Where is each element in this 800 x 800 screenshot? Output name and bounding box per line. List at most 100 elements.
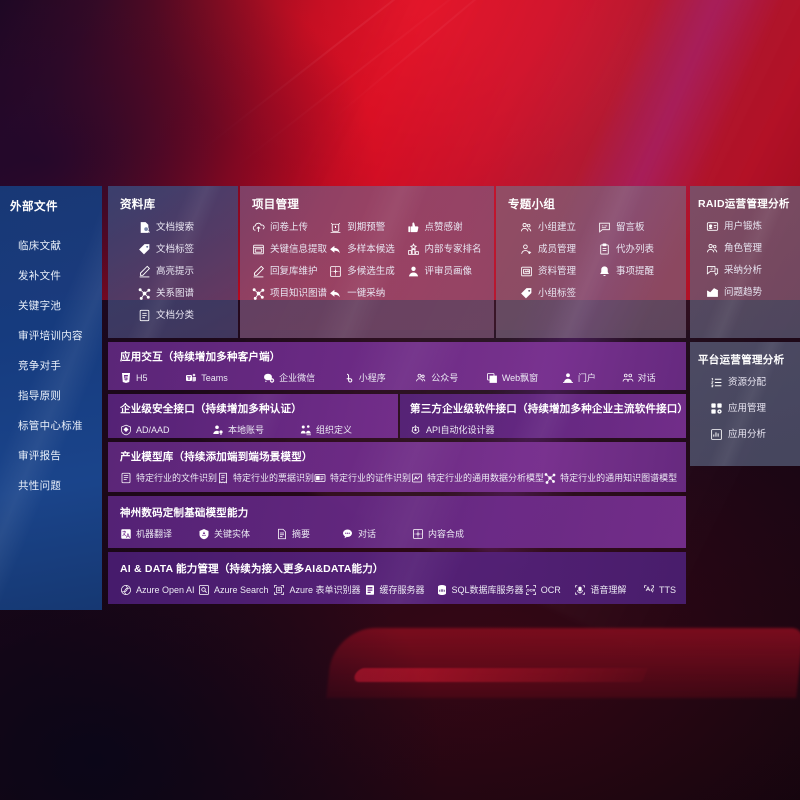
sidebar-item-review-report[interactable]: 审评报告: [18, 449, 62, 462]
digital-label: 摘要: [292, 529, 311, 539]
project-label: 多候选生成: [347, 265, 395, 277]
digital-item-content-synthesis[interactable]: 内容合成: [412, 527, 464, 540]
project-item-questionnaire-upload[interactable]: 问卷上传: [252, 221, 329, 234]
project-item-knowledge-graph[interactable]: 项目知识图谱: [252, 287, 329, 300]
row-title-application-interaction: 应用交互（持续增加多种客户端）: [120, 351, 281, 363]
aidata-item-voice-understanding[interactable]: 语音理解: [574, 583, 643, 596]
data-chart-icon: [411, 472, 423, 484]
library-label: 文档分类: [156, 309, 195, 321]
cloud-upload-icon: [252, 221, 265, 234]
project-item-key-extract[interactable]: 关键信息提取: [252, 243, 329, 256]
project-item-reply-library[interactable]: 回复库维护: [252, 265, 329, 278]
group-item-member-manage[interactable]: 成员管理: [520, 243, 598, 256]
aidata-item-tts[interactable]: TTS: [643, 584, 676, 596]
user-card-icon: [706, 220, 719, 233]
industry-item-knowledge-graph-model[interactable]: 特定行业的通用知识图谱模型: [544, 471, 677, 484]
project-item-expert-rank[interactable]: 内部专家排名: [407, 243, 484, 256]
security-item-org-definition[interactable]: 组织定义: [300, 423, 382, 436]
industry-item-file-recognition[interactable]: 特定行业的文件识别: [120, 471, 217, 484]
industry-label: 特定行业的通用知识图谱模型: [560, 473, 678, 483]
raid-label: 采纳分析: [724, 264, 763, 276]
interaction-item-dialog[interactable]: 对话: [622, 371, 676, 384]
sidebar-item-review-training[interactable]: 审评培训内容: [18, 329, 83, 342]
digital-label: 关键实体: [214, 529, 251, 539]
thirdparty-item-api-designer[interactable]: API自动化设计器: [410, 423, 495, 436]
interaction-item-portal[interactable]: 门户: [562, 371, 622, 384]
interaction-item-web-window[interactable]: Web飘窗: [486, 371, 562, 384]
group-label: 事项提醒: [616, 265, 655, 277]
sidebar-item-guidelines[interactable]: 指导原则: [18, 389, 62, 402]
row-enterprise-security: 企业级安全接口（持续增加多种认证） AD/AAD 本地账号 组织定义: [108, 394, 398, 438]
sidebar-item-clinical-literature[interactable]: 临床文献: [18, 239, 62, 252]
aidata-item-azure-openai[interactable]: Azure Open AI: [120, 584, 198, 596]
sidebar-item-keyword-pool[interactable]: 关键字池: [18, 299, 62, 312]
group-item-material-manage[interactable]: 资料管理: [520, 265, 598, 278]
project-item-thanks[interactable]: 点赞感谢: [407, 221, 484, 234]
aidata-item-sql-database[interactable]: SQL数据库服务器: [436, 583, 525, 596]
industry-label: 特定行业的证件识别: [330, 473, 412, 483]
sidebar-item-common-issues[interactable]: 共性问题: [18, 479, 62, 492]
interaction-item-official-account[interactable]: 公众号: [415, 371, 486, 384]
library-label: 文档标签: [156, 243, 195, 255]
project-item-multi-candidate[interactable]: 多候选生成: [329, 265, 406, 278]
alarm-icon: [329, 221, 342, 234]
project-item-one-click-adopt[interactable]: 一键采纳: [329, 287, 406, 300]
raid-item-issue-trend[interactable]: 问题趋势: [706, 286, 790, 299]
security-item-ad-aad[interactable]: AD/AAD: [120, 424, 212, 436]
platform-item-app-management[interactable]: 应用管理: [710, 402, 790, 415]
person-add-icon: [520, 243, 533, 256]
platform-item-resource-allocation[interactable]: 资源分配: [710, 376, 790, 389]
sidebar-item-standards-center[interactable]: 标管中心标准: [18, 419, 83, 432]
digital-item-key-entity[interactable]: 关键实体: [198, 527, 276, 540]
platform-item-app-analysis[interactable]: 应用分析: [710, 428, 790, 441]
aidata-label: Azure Search: [214, 584, 269, 595]
project-item-reviewer-profile[interactable]: 评审员画像: [407, 265, 484, 278]
aidata-item-cache-server[interactable]: 缓存服务器: [364, 583, 436, 596]
digital-item-summary[interactable]: 摘要: [276, 527, 342, 540]
raid-item-user-training[interactable]: 用户锻炼: [706, 220, 790, 233]
row-title-third-party-interface: 第三方企业级软件接口（持续增加多种企业主流软件接口）: [410, 403, 686, 415]
aidata-item-ocr[interactable]: OCR OCR: [525, 584, 575, 596]
interaction-item-h5[interactable]: H5: [120, 372, 185, 384]
raid-item-role-manage[interactable]: 角色管理: [706, 242, 790, 255]
project-item-due-alert[interactable]: 到期预警: [329, 221, 406, 234]
digital-item-dialog[interactable]: 对话: [342, 527, 412, 540]
group-item-reminder[interactable]: 事项提醒: [598, 265, 676, 278]
interaction-item-miniprogram[interactable]: 小程序: [343, 371, 415, 384]
library-item-doc-search[interactable]: 文档搜索: [138, 221, 228, 234]
aidata-item-azure-search[interactable]: Azure Search: [198, 584, 273, 596]
external-files-sidebar: 外部文件 临床文献 发补文件 关键字池 审评培训内容 竞争对手 指导原则 标管中…: [0, 186, 102, 610]
interaction-label: 公众号: [431, 373, 459, 383]
group-item-message-board[interactable]: 留言板: [598, 221, 676, 234]
interaction-label: H5: [136, 372, 148, 383]
interaction-item-wecom[interactable]: 企业微信: [263, 371, 343, 384]
project-label: 一键采纳: [347, 287, 386, 299]
clipboard-icon: [598, 243, 611, 256]
library-item-highlight[interactable]: 高亮提示: [138, 265, 228, 278]
panel-title-topic-group: 专题小组: [508, 199, 556, 211]
panel-platform-analysis: 平台运营管理分析 资源分配 应用管理 应用分析: [690, 342, 800, 466]
tag-icon: [520, 287, 533, 300]
security-item-local-account[interactable]: 本地账号: [212, 423, 300, 436]
project-item-multi-sample[interactable]: 多样本候选: [329, 243, 406, 256]
group-item-todo-list[interactable]: 代办列表: [598, 243, 676, 256]
graph-icon: [544, 472, 556, 484]
aidata-item-form-recognizer[interactable]: Azure 表单识别器: [273, 583, 363, 596]
library-item-relation-graph[interactable]: 关系图谱: [138, 287, 228, 300]
group-item-create[interactable]: 小组建立: [520, 221, 598, 234]
reply-icon: [329, 287, 342, 300]
industry-item-id-recognition[interactable]: 特定行业的证件识别: [314, 471, 411, 484]
library-item-doc-tag[interactable]: 文档标签: [138, 243, 228, 256]
group-item-group-tag[interactable]: 小组标签: [520, 287, 598, 300]
sidebar-item-competitors[interactable]: 竞争对手: [18, 359, 62, 372]
panel-project-management: 项目管理 问卷上传 到期预警 点赞感谢 关键信息提取: [240, 186, 494, 338]
interaction-item-teams[interactable]: Teams: [185, 372, 263, 384]
library-item-doc-classify[interactable]: 文档分类: [138, 309, 228, 322]
group-label: 小组建立: [538, 221, 577, 233]
row-title-digital-china-base-model: 神州数码定制基础模型能力: [120, 507, 249, 519]
industry-item-data-analysis-model[interactable]: 特定行业的通用数据分析模型: [411, 471, 544, 484]
digital-item-machine-translation[interactable]: 机器翻译: [120, 527, 198, 540]
raid-item-adoption-analysis[interactable]: 采纳分析: [706, 264, 790, 277]
sidebar-item-supplementary-files[interactable]: 发补文件: [18, 269, 62, 282]
industry-item-receipt-recognition[interactable]: 特定行业的票据识别: [217, 471, 314, 484]
